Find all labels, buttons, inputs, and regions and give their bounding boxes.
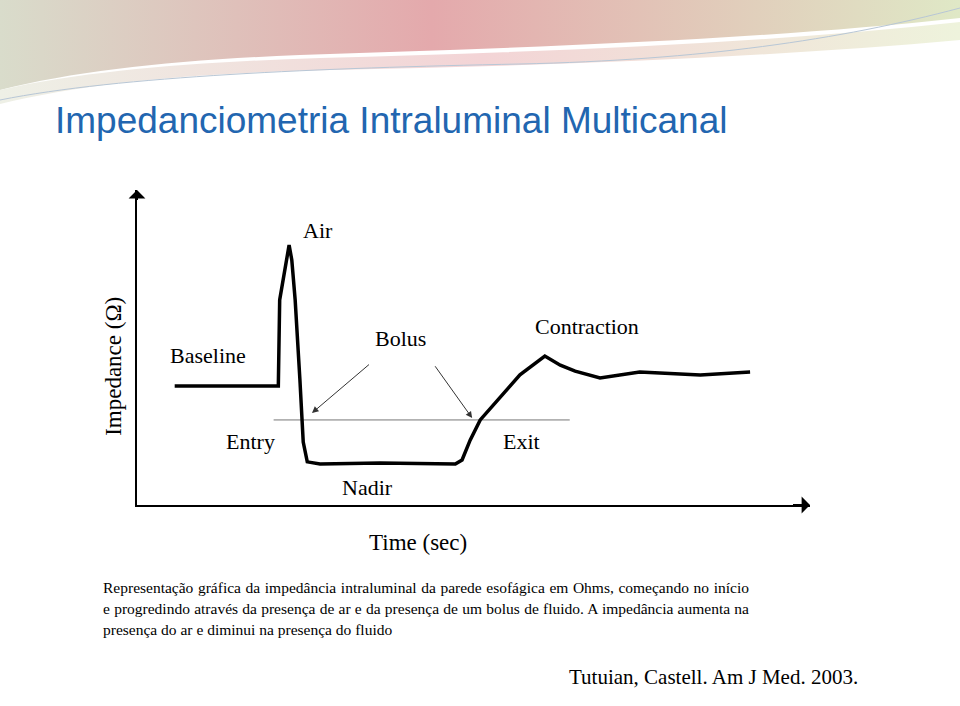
svg-text:Impedance (Ω): Impedance (Ω): [101, 297, 126, 436]
html-text:Representação gráfica da imped: Representação gráfica da impedância intr…: [103, 579, 749, 638]
svg-text:Baseline: Baseline: [170, 343, 246, 368]
svg-text:Exit: Exit: [503, 429, 540, 454]
svg-text:Air: Air: [303, 218, 333, 243]
svg-text:Contraction: Contraction: [535, 314, 639, 339]
svg-text:Bolus: Bolus: [375, 326, 426, 351]
html-text:Tutuian, Castell. Am J Med. 20: Tutuian, Castell. Am J Med. 2003.: [569, 665, 859, 689]
svg-text:Time (sec): Time (sec): [369, 530, 467, 555]
html-text:Impedanciometria Intraluminal: Impedanciometria Intraluminal Multicanal: [55, 100, 728, 141]
svg-text:Nadir: Nadir: [342, 475, 393, 500]
svg-text:Entry: Entry: [226, 429, 275, 454]
